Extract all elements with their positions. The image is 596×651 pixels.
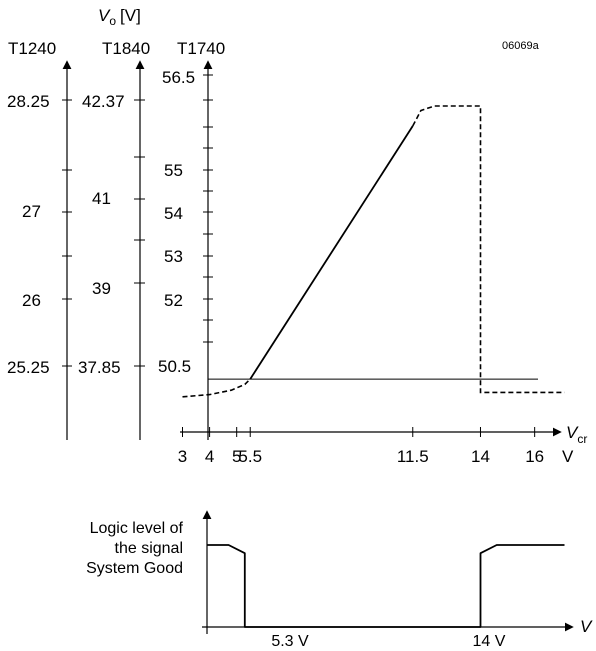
x-tick-label: 11.5	[397, 447, 429, 466]
logic-level-label-line-3: System Good	[86, 560, 183, 577]
t1240-tick-label: 26	[22, 291, 41, 310]
logic-x-label-high: 14 V	[473, 633, 506, 650]
t1840-tick-label: 42.37	[82, 92, 125, 111]
logic-x-label-low: 5.3 V	[271, 633, 309, 650]
x-tick-label: 16	[525, 447, 544, 466]
logic-signal-line-0	[207, 544, 565, 628]
t1740-tick-label: 54	[164, 204, 183, 223]
x-tick-label: 4	[205, 447, 214, 466]
y-axis-title: Vo [V]	[98, 6, 141, 28]
t1840-tick-label: 41	[92, 189, 111, 208]
logic-level-label-line-1: Logic level of	[90, 520, 184, 537]
x-tick-label: 3	[178, 447, 187, 466]
axis-name-t1240: T1240	[8, 39, 56, 58]
t1740-tick-label: 52	[164, 291, 183, 310]
t1840-tick-label: 37.85	[78, 358, 121, 377]
t1740-tick-label: 56.5	[162, 68, 195, 87]
x-axis-unit: V	[562, 447, 574, 466]
output-voltage-chart: Vo [V] 06069a T1240 T1840 T1740 28.25 27 …	[7, 6, 587, 466]
x-tick-label: 5	[232, 447, 241, 466]
logic-level-label-line-2: the signal	[115, 540, 184, 557]
figure-id: 06069a	[502, 40, 540, 52]
t1240-tick-label: 28.25	[7, 92, 50, 111]
t1740-tick-label: 55	[164, 161, 183, 180]
x-tick-label: 5.5	[238, 447, 262, 466]
series-line-1	[249, 125, 414, 380]
axis-name-t1840: T1840	[102, 39, 150, 58]
series-line-2	[412, 105, 565, 394]
logic-x-axis-title: V	[580, 617, 593, 636]
axis-name-t1740: T1740	[177, 39, 225, 58]
series-group	[182, 105, 565, 398]
x-ticks: 3 4 55.5 11.5 14 16	[178, 427, 544, 466]
t1240-tick-label: 25.25	[7, 358, 50, 377]
t1740-tick-label: 53	[164, 247, 183, 266]
system-good-chart: Logic level of the signal System Good V …	[86, 510, 593, 650]
x-axis-title: Vcr	[566, 423, 587, 446]
series-line-0	[182, 378, 251, 398]
logic-series-group	[207, 544, 565, 628]
t1240-tick-label: 27	[22, 202, 41, 221]
t1740-tick-label: 50.5	[158, 357, 191, 376]
x-tick-label: 14	[471, 447, 490, 466]
t1840-tick-label: 39	[92, 279, 111, 298]
